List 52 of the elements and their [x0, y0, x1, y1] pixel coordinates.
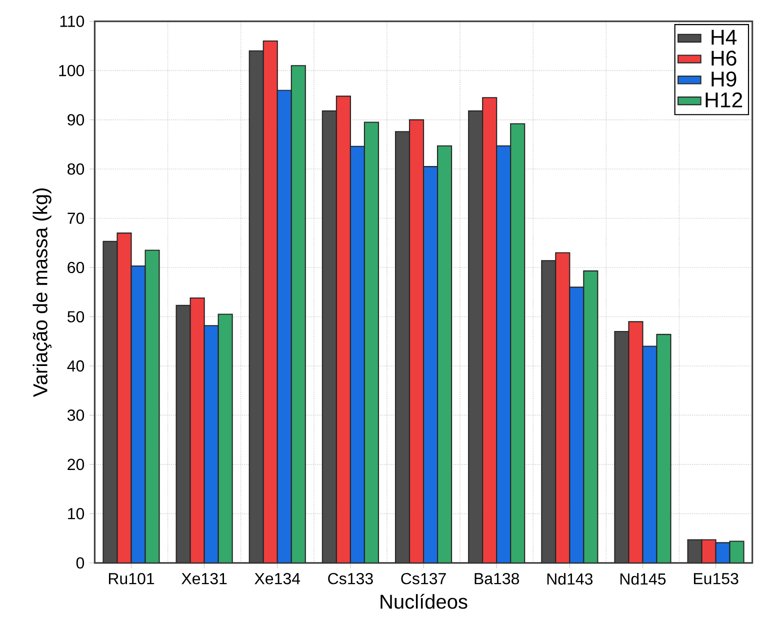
y-axis-title: Variação de massa (kg) — [32, 188, 52, 397]
y-tick-label: 30 — [67, 410, 84, 421]
y-tick-label: 40 — [67, 360, 84, 372]
bar — [510, 124, 525, 563]
bar — [322, 110, 337, 563]
bar — [541, 260, 556, 563]
y-tick-label: 110 — [60, 16, 84, 28]
x-tick-label: Eu153 — [694, 572, 738, 584]
bar — [276, 90, 292, 563]
bar — [436, 145, 452, 563]
legend-label: H4 — [712, 30, 737, 45]
y-tick-label: 100 — [59, 64, 84, 76]
bar — [364, 122, 379, 563]
legend-label: H9 — [712, 72, 736, 87]
bar — [290, 65, 306, 563]
bar — [336, 96, 351, 563]
bar — [218, 314, 233, 563]
x-tick-label: Ru101 — [108, 572, 154, 584]
bar — [394, 131, 410, 563]
bar — [482, 98, 497, 563]
bar — [350, 146, 365, 563]
bar — [422, 166, 438, 563]
bar — [555, 252, 570, 563]
x-tick-label: Nd145 — [620, 572, 666, 585]
bar — [262, 40, 278, 563]
bar — [569, 286, 584, 563]
x-tick-label: Nd143 — [547, 572, 593, 585]
bar — [190, 298, 205, 563]
y-tick-label: 0 — [76, 557, 84, 569]
x-tick-label: Cs133 — [328, 572, 373, 584]
bar — [496, 146, 511, 563]
bar — [468, 110, 483, 563]
y-tick-label: 90 — [68, 114, 84, 126]
x-axis-title: Nuclídeos — [380, 594, 468, 609]
legend-label: H6 — [712, 50, 736, 66]
bar — [408, 119, 424, 563]
y-tick-label: 70 — [68, 212, 84, 224]
y-tick-label: 80 — [68, 163, 84, 175]
y-tick-label: 10 — [68, 508, 84, 520]
y-tick-label: 50 — [68, 311, 84, 322]
x-tick-label: Ba138 — [474, 572, 520, 584]
legend-label: H12 — [706, 92, 742, 108]
x-tick-label: Xe131 — [182, 572, 227, 584]
bar — [204, 325, 219, 563]
bar — [583, 270, 598, 563]
bar — [248, 50, 264, 563]
bar — [176, 304, 191, 563]
y-tick-label: 60 — [68, 262, 84, 274]
y-tick-label: 20 — [68, 458, 84, 470]
bar — [614, 331, 630, 563]
x-tick-label: Cs137 — [401, 572, 446, 584]
x-tick-label: Xe134 — [254, 572, 300, 584]
